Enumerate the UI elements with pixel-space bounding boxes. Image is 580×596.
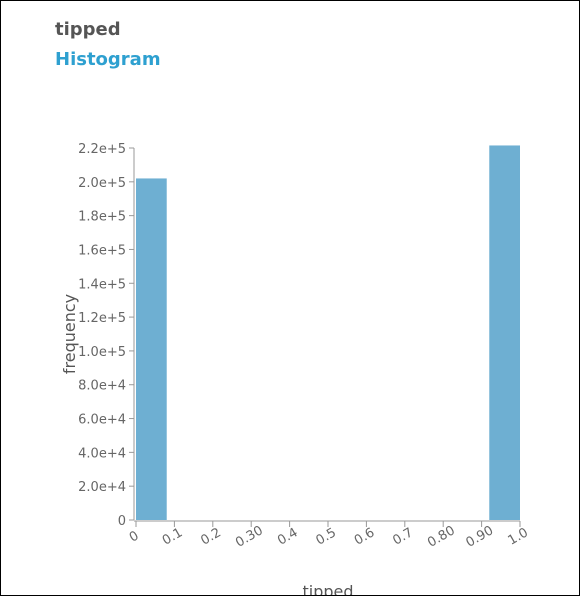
y-tick-label: 0 <box>118 514 126 529</box>
y-tick-label: 4.0e+4 <box>78 446 126 461</box>
x-tick-label: 0.90 <box>464 523 497 550</box>
x-tick-label: 0.5 <box>314 525 339 548</box>
x-tick-label: 0 <box>127 528 142 545</box>
y-axis: 0 2.0e+4 4.0e+4 6.0e+4 8.0e+4 1.0e+5 1.2e+5 1.4… <box>78 142 135 529</box>
histogram-bar-1 <box>489 145 520 520</box>
y-tick-label: 1.4e+5 <box>78 277 126 292</box>
x-axis: 0 0.1 0.2 0.30 0.4 0.5 0.6 0.7 0.80 0.90 1.0 <box>127 520 531 551</box>
y-tick-label: 6.0e+4 <box>78 413 126 428</box>
y-tick-label: 2.0e+5 <box>78 176 126 191</box>
x-tick-label: 0.7 <box>390 525 415 548</box>
y-tick-label: 1.6e+5 <box>78 243 126 258</box>
chart-subtitle: Histogram <box>55 49 161 70</box>
x-tick-label: 1.0 <box>506 525 531 548</box>
x-tick-label: 0.1 <box>160 525 185 548</box>
y-tick-label: 2.2e+5 <box>78 142 126 157</box>
x-tick-label: 0.6 <box>352 525 377 548</box>
x-tick-label: 0.4 <box>275 525 300 548</box>
y-tick-label: 2.0e+4 <box>78 480 126 495</box>
y-tick-label: 1.2e+5 <box>78 311 126 326</box>
y-tick-label: 1.0e+5 <box>78 345 126 360</box>
y-tick-label: 1.8e+5 <box>78 210 126 225</box>
histogram-bars <box>136 145 520 520</box>
x-tick-label: 0.80 <box>425 523 458 550</box>
y-tick-label: 8.0e+4 <box>78 379 126 394</box>
x-tick-label: 0.2 <box>198 525 223 548</box>
x-tick-label: 0.30 <box>233 523 266 550</box>
histogram-bar-0 <box>136 178 167 520</box>
chart-title: tipped <box>55 19 121 40</box>
x-axis-title: tipped <box>302 582 353 595</box>
y-axis-title: frequency <box>60 294 79 374</box>
